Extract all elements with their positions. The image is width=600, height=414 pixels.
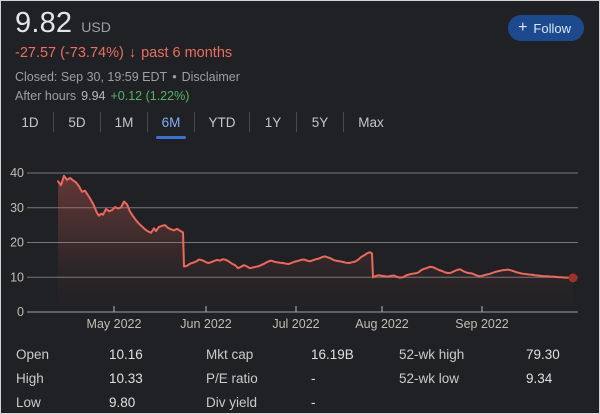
price-change: -27.57 (-73.74%) <box>15 45 124 61</box>
tab-1d[interactable]: 1D <box>21 115 39 130</box>
stat-label: 52-wk low <box>399 371 460 386</box>
currency-label: USD <box>81 19 111 35</box>
change-period-label: past 6 months <box>141 45 233 61</box>
y-axis-tick-label: 10 <box>10 270 24 284</box>
tab-1m[interactable]: 1M <box>114 115 134 130</box>
y-axis-tick-label: 0 <box>17 305 24 319</box>
tab-divider <box>194 112 195 132</box>
stat-value: - <box>311 395 316 410</box>
tab-divider <box>100 112 101 132</box>
stat-label: P/E ratio <box>206 371 258 386</box>
stat-label: High <box>16 371 44 386</box>
after-hours-change: +0.12 (1.22%) <box>110 89 190 103</box>
stat-label: Open <box>16 347 50 362</box>
key-stats-table: Open 10.16 Mkt cap 16.19B 52-wk high 79.30 Hig… <box>16 343 560 413</box>
market-closed-text: Closed: Sep 30, 19:59 EDT <box>15 70 168 84</box>
tab-divider <box>53 112 54 132</box>
current-price-dot <box>568 273 578 283</box>
price-line <box>57 174 574 279</box>
x-axis-tick-label: Jun 2022 <box>180 317 231 331</box>
after-hours-price: 9.94 <box>81 89 106 103</box>
stat-value: 79.30 <box>526 347 560 362</box>
tab-divider <box>296 112 297 132</box>
stat-value: 9.34 <box>526 371 553 386</box>
tab-5y[interactable]: 5Y <box>311 115 329 130</box>
stat-value: 9.80 <box>109 395 136 410</box>
stat-value: - <box>311 371 316 386</box>
x-axis-tick-label: Jul 2022 <box>272 317 319 331</box>
time-range-tabs: 1D 5D 1M 6M YTD 1Y 5Y Max <box>7 109 398 139</box>
x-axis-tick-label: Aug 2022 <box>355 317 409 331</box>
follow-button-label: Follow <box>533 20 571 36</box>
disclaimer-link[interactable]: Disclaimer <box>181 70 240 84</box>
tab-divider <box>249 112 250 132</box>
price-area-fill <box>58 175 573 312</box>
tab-ytd[interactable]: YTD <box>208 115 236 130</box>
y-axis-tick-label: 20 <box>10 236 24 250</box>
x-axis-tick-label: May 2022 <box>87 317 142 331</box>
tab-6m[interactable]: 6M <box>148 109 194 139</box>
x-axis-tick-label: Sep 2022 <box>455 317 509 331</box>
stat-label: Mkt cap <box>206 347 254 362</box>
price-chart[interactable]: 0 10 20 30 40 May 2022 Jun 2022 Jul 2022 Aug 202… <box>1 141 599 341</box>
price-row: 9.82 USD <box>15 7 111 40</box>
dot-separator: • <box>172 70 177 84</box>
y-axis-tick-label: 40 <box>10 166 24 180</box>
price-change-row: -27.57 (-73.74%) ↓ past 6 months <box>15 45 232 61</box>
stat-label: Div yield <box>206 395 258 410</box>
tab-max[interactable]: Max <box>358 115 384 130</box>
y-axis-tick-label: 30 <box>10 201 24 215</box>
arrow-down-icon: ↓ <box>128 45 137 61</box>
after-hours-label: After hours <box>15 89 77 103</box>
follow-button[interactable]: + Follow <box>508 15 584 41</box>
market-status-row: Closed: Sep 30, 19:59 EDT • Disclaimer <box>15 70 240 84</box>
stat-value: 10.33 <box>109 371 143 386</box>
stat-value: 10.16 <box>109 347 143 362</box>
tab-1y[interactable]: 1Y <box>264 115 282 130</box>
current-price: 9.82 <box>15 7 73 39</box>
stat-value: 16.19B <box>311 347 354 362</box>
stat-label: 52-wk high <box>399 347 465 362</box>
tab-divider <box>343 112 344 132</box>
after-hours-row: After hours 9.94 +0.12 (1.22%) <box>15 89 189 103</box>
stat-label: Low <box>16 395 41 410</box>
tab-5d[interactable]: 5D <box>68 115 86 130</box>
plus-icon: + <box>518 19 528 36</box>
